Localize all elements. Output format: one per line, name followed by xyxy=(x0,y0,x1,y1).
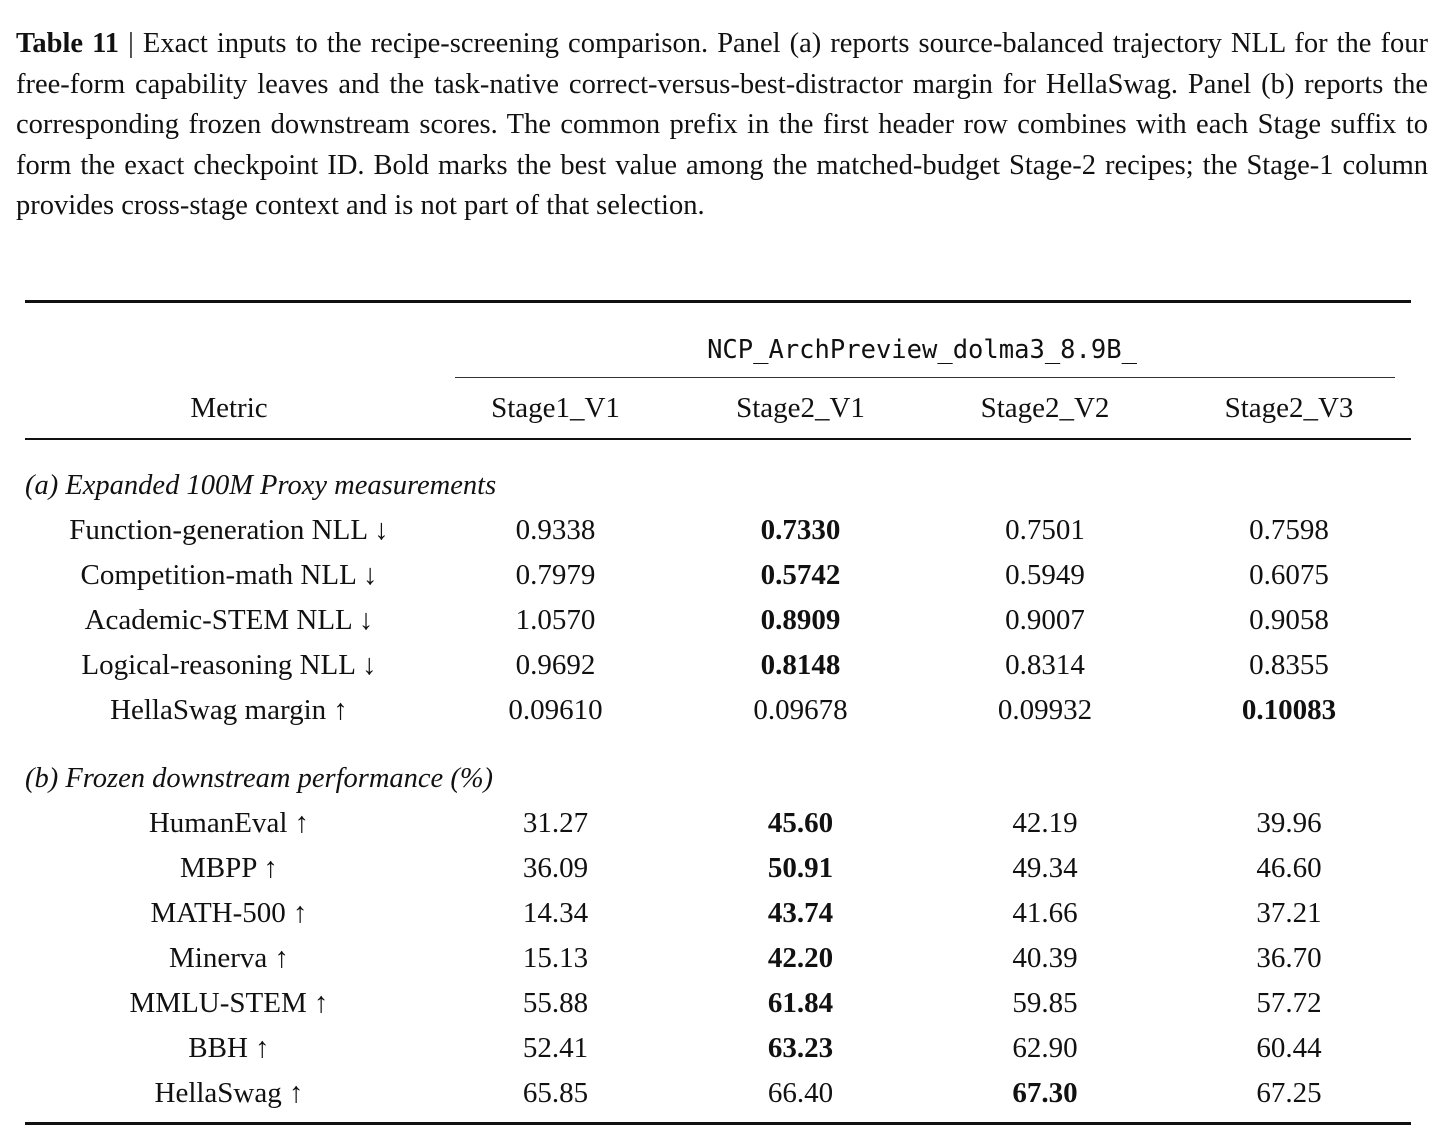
bottom-rule xyxy=(25,1121,1411,1125)
value-cell: 0.09678 xyxy=(753,694,848,726)
value-cell: 61.84 xyxy=(767,987,834,1019)
caption-label: Table 11 xyxy=(16,28,120,59)
metric-label: HumanEval ↑ xyxy=(148,807,310,839)
table-row: MATH-500 ↑ 14.34 43.74 41.66 37.21 xyxy=(25,891,1411,936)
column-header: Stage1_V1 xyxy=(491,391,620,424)
caption-text: Exact inputs to the recipe-screening com… xyxy=(16,28,1428,222)
table-row: MBPP ↑ 36.09 50.91 49.34 46.60 xyxy=(25,846,1411,891)
table-row: HellaSwag ↑ 65.85 66.40 67.30 67.25 xyxy=(25,1071,1411,1122)
value-cell: 14.34 xyxy=(522,897,589,929)
value-cell: 40.39 xyxy=(1012,942,1078,974)
table-caption: Table 11 | Exact inputs to the recipe-sc… xyxy=(16,24,1428,227)
metric-label: Competition-math NLL ↓ xyxy=(80,559,378,591)
value-cell: 0.9007 xyxy=(1005,604,1085,636)
value-cell: 46.60 xyxy=(1256,852,1322,884)
value-cell: 0.10083 xyxy=(1241,694,1337,726)
value-cell: 0.9692 xyxy=(515,649,596,681)
table-row: HellaSwag margin ↑ 0.09610 0.09678 0.09932 0… xyxy=(25,688,1411,733)
metric-label: Academic-STEM NLL ↓ xyxy=(84,604,374,636)
value-cell: 50.91 xyxy=(767,852,834,884)
value-cell: 41.66 xyxy=(1012,897,1078,929)
metric-label: Logical-reasoning NLL ↓ xyxy=(81,649,377,681)
table-row: MMLU-STEM ↑ 55.88 61.84 59.85 57.72 xyxy=(25,981,1411,1026)
panel-title: (a) Expanded 100M Proxy measurements xyxy=(25,470,497,501)
value-cell: 0.7979 xyxy=(515,559,596,591)
value-cell: 43.74 xyxy=(767,897,834,929)
results-table: NCP_ArchPreview_dolma3_8.9B_ Metric Stag… xyxy=(25,300,1411,1125)
metric-label: MMLU-STEM ↑ xyxy=(129,987,329,1019)
table-row: Competition-math NLL ↓ 0.7979 0.5742 0.5949… xyxy=(25,553,1411,598)
metric-label: HellaSwag margin ↑ xyxy=(110,694,348,726)
value-cell: 67.25 xyxy=(1256,1077,1322,1109)
value-cell: 1.0570 xyxy=(515,604,596,636)
metric-label: BBH ↑ xyxy=(188,1032,270,1064)
value-cell: 36.09 xyxy=(522,852,589,884)
value-cell: 60.44 xyxy=(1256,1032,1322,1064)
value-cell: 0.7330 xyxy=(760,514,841,546)
value-cell: 65.85 xyxy=(522,1077,589,1109)
value-cell: 42.20 xyxy=(767,942,834,974)
table-row: Academic-STEM NLL ↓ 1.0570 0.8909 0.9007 0.9… xyxy=(25,598,1411,643)
checkpoint-prefix: NCP_ArchPreview_dolma3_8.9B_ xyxy=(707,335,1137,365)
value-cell: 0.5949 xyxy=(1005,559,1085,591)
value-cell: 63.23 xyxy=(767,1032,834,1064)
column-header: Stage2_V2 xyxy=(980,391,1110,424)
table-row: BBH ↑ 52.41 63.23 62.90 60.44 xyxy=(25,1026,1411,1071)
metric-label: MBPP ↑ xyxy=(179,852,279,884)
table-row: HumanEval ↑ 31.27 45.60 42.19 39.96 xyxy=(25,801,1411,846)
metric-label: MATH-500 ↑ xyxy=(150,897,308,929)
value-cell: 55.88 xyxy=(522,987,589,1019)
value-cell: 0.9338 xyxy=(515,514,596,546)
table-row: Logical-reasoning NLL ↓ 0.9692 0.8148 0.831… xyxy=(25,643,1411,688)
value-cell: 0.8148 xyxy=(760,649,841,681)
value-cell: 0.09610 xyxy=(508,694,603,726)
panel-title: (b) Frozen downstream performance (%) xyxy=(25,763,494,794)
results-table-container: NCP_ArchPreview_dolma3_8.9B_ Metric Stag… xyxy=(25,300,1411,1125)
value-cell: 0.8355 xyxy=(1249,649,1329,681)
value-cell: 0.9058 xyxy=(1249,604,1329,636)
value-cell: 67.30 xyxy=(1012,1077,1078,1109)
value-cell: 31.27 xyxy=(522,807,589,839)
value-cell: 0.7598 xyxy=(1249,514,1329,546)
value-cell: 0.5742 xyxy=(760,559,841,591)
value-cell: 49.34 xyxy=(1012,852,1078,884)
value-cell: 0.09932 xyxy=(997,694,1093,726)
table-row: Minerva ↑ 15.13 42.20 40.39 36.70 xyxy=(25,936,1411,981)
metric-label: HellaSwag ↑ xyxy=(154,1077,304,1109)
value-cell: 0.8314 xyxy=(1005,649,1085,681)
value-cell: 0.7501 xyxy=(1005,514,1085,546)
caption-separator: | xyxy=(119,28,143,59)
value-cell: 37.21 xyxy=(1256,897,1322,929)
value-cell: 62.90 xyxy=(1012,1032,1078,1064)
value-cell: 0.6075 xyxy=(1249,559,1329,591)
value-cell: 66.40 xyxy=(767,1077,834,1109)
column-header: Stage2_V1 xyxy=(736,391,865,424)
value-cell: 42.19 xyxy=(1012,807,1078,839)
value-cell: 59.85 xyxy=(1012,987,1078,1019)
header-cmidrule xyxy=(455,377,1395,378)
column-header: Stage2_V3 xyxy=(1224,391,1354,424)
value-cell: 39.96 xyxy=(1256,807,1322,839)
value-cell: 36.70 xyxy=(1256,942,1322,974)
value-cell: 52.41 xyxy=(522,1032,589,1064)
value-cell: 15.13 xyxy=(522,942,589,974)
value-cell: 0.8909 xyxy=(760,604,841,636)
value-cell: 57.72 xyxy=(1256,987,1322,1019)
metric-header: Metric xyxy=(190,391,268,424)
value-cell: 45.60 xyxy=(767,807,834,839)
metric-label: Minerva ↑ xyxy=(169,942,289,974)
metric-label: Function-generation NLL ↓ xyxy=(69,514,389,546)
table-row: Function-generation NLL ↓ 0.9338 0.7330 0.7… xyxy=(25,508,1411,553)
